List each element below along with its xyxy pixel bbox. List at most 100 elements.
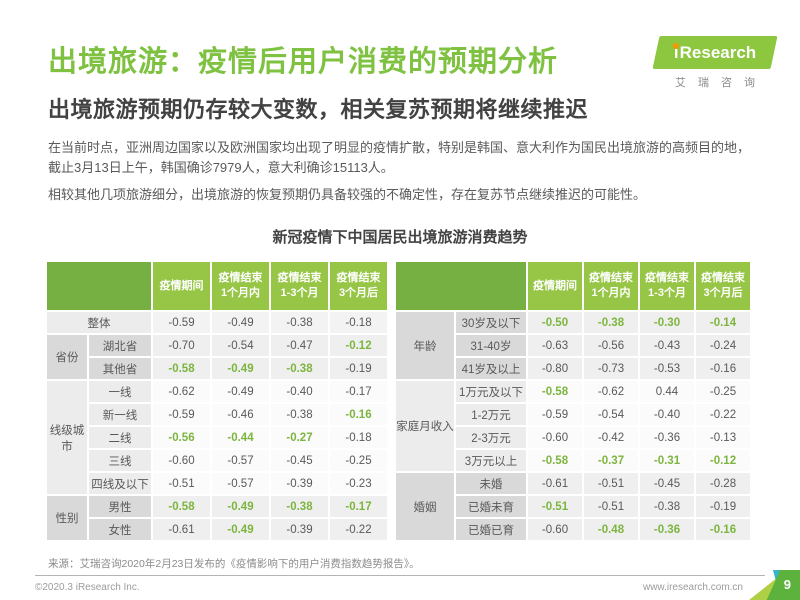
row-label: 一线	[89, 381, 151, 402]
value-cell: -0.25	[330, 450, 387, 471]
page-title: 出境旅游：疫情后用户消费的预期分析	[48, 46, 559, 78]
value-cell: -0.70	[153, 335, 210, 356]
value-cell: -0.40	[640, 404, 694, 425]
row-label: 已婚未育	[456, 496, 526, 517]
value-cell: -0.60	[528, 427, 582, 448]
row-label: 31-40岁	[456, 335, 526, 356]
value-cell: -0.22	[330, 519, 387, 540]
value-cell: -0.73	[584, 358, 638, 379]
table-row: 家庭月收入 1万元及以下 -0.58 -0.62 0.44 -0.25	[396, 381, 750, 471]
row-label: 2-3万元	[456, 427, 526, 448]
table-row: 三线 -0.60 -0.57 -0.45 -0.25	[47, 450, 387, 471]
value-cell: -0.38	[271, 496, 328, 517]
value-cell: -0.49	[212, 496, 269, 517]
table-row: 年龄 30岁及以下 -0.50 -0.38 -0.30 -0.14	[396, 312, 750, 379]
value-cell: -0.13	[696, 427, 750, 448]
paragraph: 在当前时点，亚洲周边国家以及欧洲国家均出现了明显的疫情扩散，特别是韩国、意大利作…	[48, 140, 751, 176]
consumption-table-left: 疫情期间 疫情结束 1个月内 疫情结束 1-3个月 疫情结束 3个月后 整体 -0.59-…	[45, 260, 389, 542]
value-cell: -0.54	[584, 404, 638, 425]
value-cell: -0.43	[640, 335, 694, 356]
value-cell: -0.59	[528, 404, 582, 425]
value-cell: -0.19	[696, 496, 750, 517]
value-cell: -0.38	[640, 496, 694, 517]
value-cell: -0.16	[330, 404, 387, 425]
value-cell: -0.25	[696, 381, 750, 402]
value-cell: 0.44	[640, 381, 694, 402]
value-cell: -0.47	[271, 335, 328, 356]
row-label: 1-2万元	[456, 404, 526, 425]
column-header: 疫情结束 1个月内	[212, 262, 269, 310]
page-subtitle: 出境旅游预期仍存较大变数，相关复苏预期将继续推迟	[48, 97, 589, 122]
table-row: 女性 -0.61 -0.49 -0.39 -0.22	[47, 519, 387, 540]
value-cell: -0.18	[330, 427, 387, 448]
row-group-label: 省份	[47, 335, 87, 379]
value-cell: -0.56	[153, 427, 210, 448]
value-cell: -0.61	[528, 473, 582, 494]
value-cell: -0.50	[528, 312, 582, 333]
value-cell: -0.30	[640, 312, 694, 333]
value-cell: -0.49	[212, 312, 269, 333]
row-group-label: 性别	[47, 496, 87, 540]
copyright-text: ©2020.3 iResearch Inc.	[35, 582, 140, 593]
row-group-label: 线级城市	[47, 381, 87, 494]
value-cell: -0.49	[212, 381, 269, 402]
value-cell: -0.61	[153, 519, 210, 540]
value-cell: -0.58	[528, 381, 582, 402]
value-cell: -0.36	[640, 427, 694, 448]
value-cell: -0.63	[528, 335, 582, 356]
value-cell: -0.18	[330, 312, 387, 333]
value-cell: -0.38	[271, 404, 328, 425]
row-group-label: 年龄	[396, 312, 454, 379]
header-row: 疫情期间 疫情结束 1个月内 疫情结束 1-3个月 疫情结束 3个月后	[47, 262, 387, 310]
column-header: 疫情结束 3个月后	[696, 262, 750, 310]
value-cell: -0.58	[153, 496, 210, 517]
value-cell: -0.28	[696, 473, 750, 494]
row-label: 30岁及以下	[456, 312, 526, 333]
table-row: 3万元以上 -0.58 -0.37 -0.31 -0.12	[396, 450, 750, 471]
value-cell: -0.44	[212, 427, 269, 448]
iresearch-logo: i Research 艾瑞咨询	[652, 36, 778, 90]
value-cell: -0.59	[153, 312, 210, 333]
table-row: 四线及以下 -0.51 -0.57 -0.39 -0.23	[47, 473, 387, 494]
logo-i-glyph: i	[673, 42, 679, 62]
value-cell: -0.38	[271, 312, 328, 333]
column-header: 疫情期间	[528, 262, 582, 310]
row-label: 未婚	[456, 473, 526, 494]
value-cell: -0.27	[271, 427, 328, 448]
paragraph: 相较其他几项旅游细分，出境旅游的恢复预期仍具备较强的不确定性，存在复苏节点继续推…	[48, 187, 647, 203]
value-cell: -0.14	[696, 312, 750, 333]
row-label: 三线	[89, 450, 151, 471]
table-corner-header	[47, 262, 151, 310]
row-group-label: 家庭月收入	[396, 381, 454, 471]
value-cell: -0.58	[528, 450, 582, 471]
row-label: 男性	[89, 496, 151, 517]
table-row: 新一线 -0.59 -0.46 -0.38 -0.16	[47, 404, 387, 425]
value-cell: -0.24	[696, 335, 750, 356]
value-cell: -0.45	[271, 450, 328, 471]
value-cell: -0.48	[584, 519, 638, 540]
table-row: 二线 -0.56 -0.44 -0.27 -0.18	[47, 427, 387, 448]
value-cell: -0.62	[584, 381, 638, 402]
table-row: 性别 男性 -0.58 -0.49 -0.38 -0.17	[47, 496, 387, 540]
table-row: 1-2万元 -0.59 -0.54 -0.40 -0.22	[396, 404, 750, 425]
value-cell: -0.51	[153, 473, 210, 494]
value-cell: -0.37	[584, 450, 638, 471]
body-copy: 在当前时点，亚洲周边国家以及欧洲国家均出现了明显的疫情扩散，特别是韩国、意大利作…	[48, 138, 756, 212]
row-label: 1万元及以下	[456, 381, 526, 402]
page-number-badge: 9	[748, 570, 800, 600]
value-cell: -0.39	[271, 473, 328, 494]
header-row: 疫情期间 疫情结束 1个月内 疫情结束 1-3个月 疫情结束 3个月后	[396, 262, 750, 310]
table-row: 婚姻 未婚 -0.61 -0.51 -0.45 -0.28	[396, 473, 750, 540]
row-label: 女性	[89, 519, 151, 540]
table-row: 41岁及以上 -0.80 -0.73 -0.53 -0.16	[396, 358, 750, 379]
column-header: 疫情结束 1-3个月	[640, 262, 694, 310]
value-cell: -0.45	[640, 473, 694, 494]
consumption-table-right: 疫情期间 疫情结束 1个月内 疫情结束 1-3个月 疫情结束 3个月后 年龄 30岁及以下…	[394, 260, 752, 542]
table-row: 已婚已育 -0.60 -0.48 -0.36 -0.16	[396, 519, 750, 540]
value-cell: -0.12	[330, 335, 387, 356]
row-group-label: 婚姻	[396, 473, 454, 540]
value-cell: -0.62	[153, 381, 210, 402]
table-row: 2-3万元 -0.60 -0.42 -0.36 -0.13	[396, 427, 750, 448]
logo-brand-text: Research	[679, 42, 757, 62]
